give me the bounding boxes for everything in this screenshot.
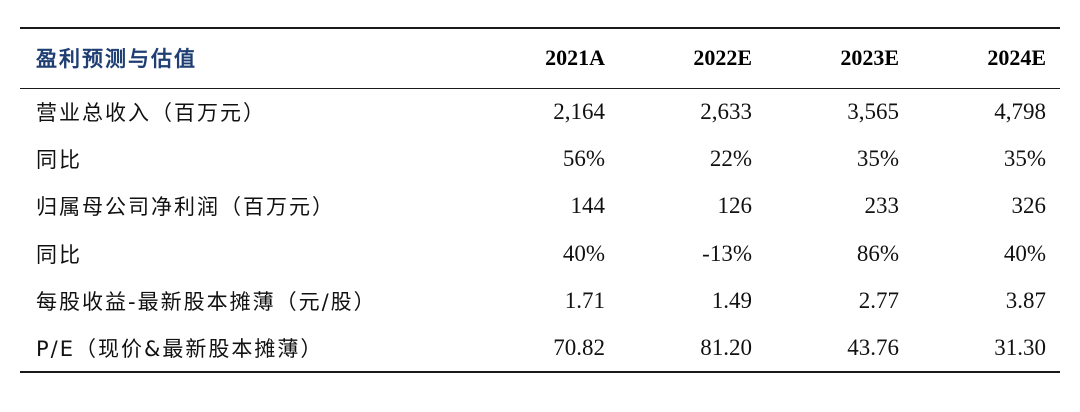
table-cell: 31.30 xyxy=(913,324,1060,373)
row-label: 营业总收入（百万元） xyxy=(36,100,266,125)
table-cell: 2.77 xyxy=(858,287,899,313)
forecast-valuation-table: 盈利预测与估值 2021A 2022E 2023E 2024E 营业总收入（百万… xyxy=(20,27,1060,373)
table-cell: 70.82 xyxy=(472,324,619,373)
row-label: 同比 xyxy=(36,242,82,267)
table-row-net-profit: 归属母公司净利润（百万元） 144 126 233 326 xyxy=(20,183,1060,230)
table-header-row: 盈利预测与估值 2021A 2022E 2023E 2024E xyxy=(20,27,1060,89)
table-cell: 2,164 xyxy=(553,98,605,124)
table-cell: 233 xyxy=(864,193,900,219)
table-cell: 2,633 xyxy=(700,98,752,124)
table-cell: 40% xyxy=(1003,240,1046,266)
column-header-2023E: 2023E xyxy=(766,27,913,89)
row-label: P/E（现价&最新股本摊薄） xyxy=(20,324,472,373)
table-row-revenue-yoy: 同比 56% 22% 35% 35% xyxy=(20,135,1060,182)
table-cell: 144 xyxy=(570,193,606,219)
table-row-net-profit-yoy: 同比 40% -13% 86% 40% xyxy=(20,230,1060,277)
table-cell: 1.71 xyxy=(564,287,605,313)
table-cell: 3,565 xyxy=(847,98,899,124)
table-row-eps: 每股收益-最新股本摊薄（元/股） 1.71 1.49 2.77 3.87 xyxy=(20,277,1060,324)
table-cell: -13% xyxy=(702,240,752,266)
table-cell: 35% xyxy=(1003,145,1046,171)
row-label: 同比 xyxy=(36,147,82,172)
table-title: 盈利预测与估值 xyxy=(20,27,472,89)
table-cell: 326 xyxy=(1011,193,1047,219)
table-cell: 56% xyxy=(562,145,605,171)
row-label: 每股收益-最新股本摊薄（元/股） xyxy=(36,289,377,314)
column-header-2022E: 2022E xyxy=(619,27,766,89)
table-cell: 43.76 xyxy=(766,324,913,373)
column-header-2021A: 2021A xyxy=(472,27,619,89)
table-cell: 81.20 xyxy=(619,324,766,373)
table-cell: 22% xyxy=(709,145,752,171)
table-cell: 4,798 xyxy=(994,98,1046,124)
table-cell: 35% xyxy=(856,145,899,171)
column-header-2024E: 2024E xyxy=(913,27,1060,89)
forecast-table-container: 盈利预测与估值 2021A 2022E 2023E 2024E 营业总收入（百万… xyxy=(20,27,1060,373)
table-row-pe: P/E（现价&最新股本摊薄） 70.82 81.20 43.76 31.30 xyxy=(20,324,1060,373)
table-cell: 126 xyxy=(717,193,753,219)
table-cell: 1.49 xyxy=(711,287,752,313)
table-row-revenue: 营业总收入（百万元） 2,164 2,633 3,565 4,798 xyxy=(20,88,1060,135)
row-label: 归属母公司净利润（百万元） xyxy=(36,195,335,220)
table-cell: 3.87 xyxy=(1005,287,1046,313)
table-cell: 40% xyxy=(562,240,605,266)
table-cell: 86% xyxy=(856,240,899,266)
